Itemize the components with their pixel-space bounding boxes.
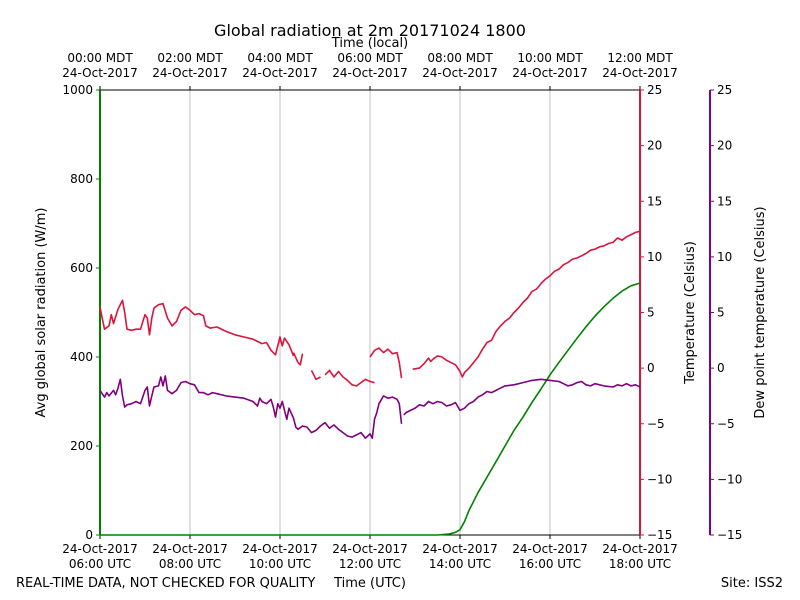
dewpoint-axis-tick-label: 5 <box>717 306 725 320</box>
quality-disclaimer: REAL-TIME DATA, NOT CHECKED FOR QUALITY <box>16 576 315 591</box>
x-tick-label-date: 24-Oct-2017 <box>152 542 228 556</box>
top-tick-label-time: 08:00 MDT <box>427 51 493 65</box>
temperature-line <box>324 369 375 387</box>
x-axis-label: Time (UTC) <box>333 576 406 591</box>
top-tick-label-date: 24-Oct-2017 <box>152 66 228 80</box>
x-tick-label-time: 10:00 UTC <box>249 557 311 571</box>
dew-point-temperature-line <box>99 375 403 440</box>
temperature-axis-tick-label: −5 <box>647 417 665 431</box>
temperature-line <box>99 299 295 357</box>
temperature-axis-tick-label: 15 <box>647 194 662 208</box>
temperature-line <box>310 370 321 381</box>
radiation-axis-tick-label: 1000 <box>62 83 93 97</box>
top-tick-label-date: 24-Oct-2017 <box>62 66 138 80</box>
x-tick-label-date: 24-Oct-2017 <box>422 542 498 556</box>
dewpoint-axis-label: Dew point temperature (Celsius) <box>753 206 768 418</box>
avg-global-solar-radiation-line <box>100 282 641 536</box>
dewpoint-axis-tick-label: 15 <box>717 194 732 208</box>
radiation-axis-tick-label: 0 <box>85 528 93 542</box>
site-label: Site: ISS2 <box>721 576 783 591</box>
x-tick-label-date: 24-Oct-2017 <box>602 542 678 556</box>
temperature-axis-tick-label: 20 <box>647 139 662 153</box>
top-tick-label-time: 10:00 MDT <box>517 51 583 65</box>
temperature-line <box>292 352 304 366</box>
dewpoint-axis-tick-label: −10 <box>717 472 742 486</box>
radiation-axis-label: Avg global solar radiation (W/m) <box>34 208 49 418</box>
top-tick-label-date: 24-Oct-2017 <box>512 66 588 80</box>
top-tick-label-date: 24-Oct-2017 <box>332 66 408 80</box>
temperature-axis-tick-label: 0 <box>647 361 655 375</box>
temperature-axis-tick-label: −15 <box>647 528 672 542</box>
dewpoint-axis-tick-label: −15 <box>717 528 742 542</box>
top-tick-label-time: 04:00 MDT <box>247 51 313 65</box>
temperature-axis-tick-label: 25 <box>647 83 662 97</box>
radiation-axis-tick-label: 800 <box>70 172 93 186</box>
temperature-line <box>369 347 403 379</box>
x-tick-label-time: 06:00 UTC <box>69 557 131 571</box>
top-tick-label-time: 12:00 MDT <box>607 51 673 65</box>
dewpoint-axis-tick-label: 0 <box>717 361 725 375</box>
dew-point-temperature-line <box>403 378 641 416</box>
temperature-axis-tick-label: −10 <box>647 472 672 486</box>
dewpoint-axis-tick-label: 20 <box>717 139 732 153</box>
chart-title: Global radiation at 2m 20171024 1800 <box>214 21 526 40</box>
temperature-axis-tick-label: 10 <box>647 250 662 264</box>
dewpoint-axis-tick-label: −5 <box>717 417 735 431</box>
top-tick-label-date: 24-Oct-2017 <box>422 66 498 80</box>
x-tick-label-date: 24-Oct-2017 <box>332 542 408 556</box>
radiation-axis-tick-label: 600 <box>70 261 93 275</box>
dewpoint-axis-tick-label: 10 <box>717 250 732 264</box>
temperature-axis-label: Temperature (Celsius) <box>683 241 698 385</box>
x-tick-label-time: 12:00 UTC <box>339 557 401 571</box>
top-tick-label-time: 02:00 MDT <box>157 51 223 65</box>
x-tick-label-time: 16:00 UTC <box>519 557 581 571</box>
top-tick-label-date: 24-Oct-2017 <box>242 66 318 80</box>
radiation-axis-tick-label: 400 <box>70 350 93 364</box>
x-tick-label-date: 24-Oct-2017 <box>62 542 138 556</box>
x-tick-label-time: 08:00 UTC <box>159 557 221 571</box>
top-tick-label-time: 06:00 MDT <box>337 51 403 65</box>
top-tick-label-date: 24-Oct-2017 <box>602 66 678 80</box>
dewpoint-axis-tick-label: 25 <box>717 83 732 97</box>
x-tick-label-time: 14:00 UTC <box>429 557 491 571</box>
top-axis-label: Time (local) <box>331 36 408 51</box>
top-tick-label-time: 00:00 MDT <box>67 51 133 65</box>
temperature-line <box>412 230 641 378</box>
x-tick-label-time: 18:00 UTC <box>609 557 671 571</box>
x-tick-label-date: 24-Oct-2017 <box>512 542 588 556</box>
x-tick-label-date: 24-Oct-2017 <box>242 542 318 556</box>
radiation-axis-tick-label: 200 <box>70 439 93 453</box>
temperature-axis-tick-label: 5 <box>647 306 655 320</box>
